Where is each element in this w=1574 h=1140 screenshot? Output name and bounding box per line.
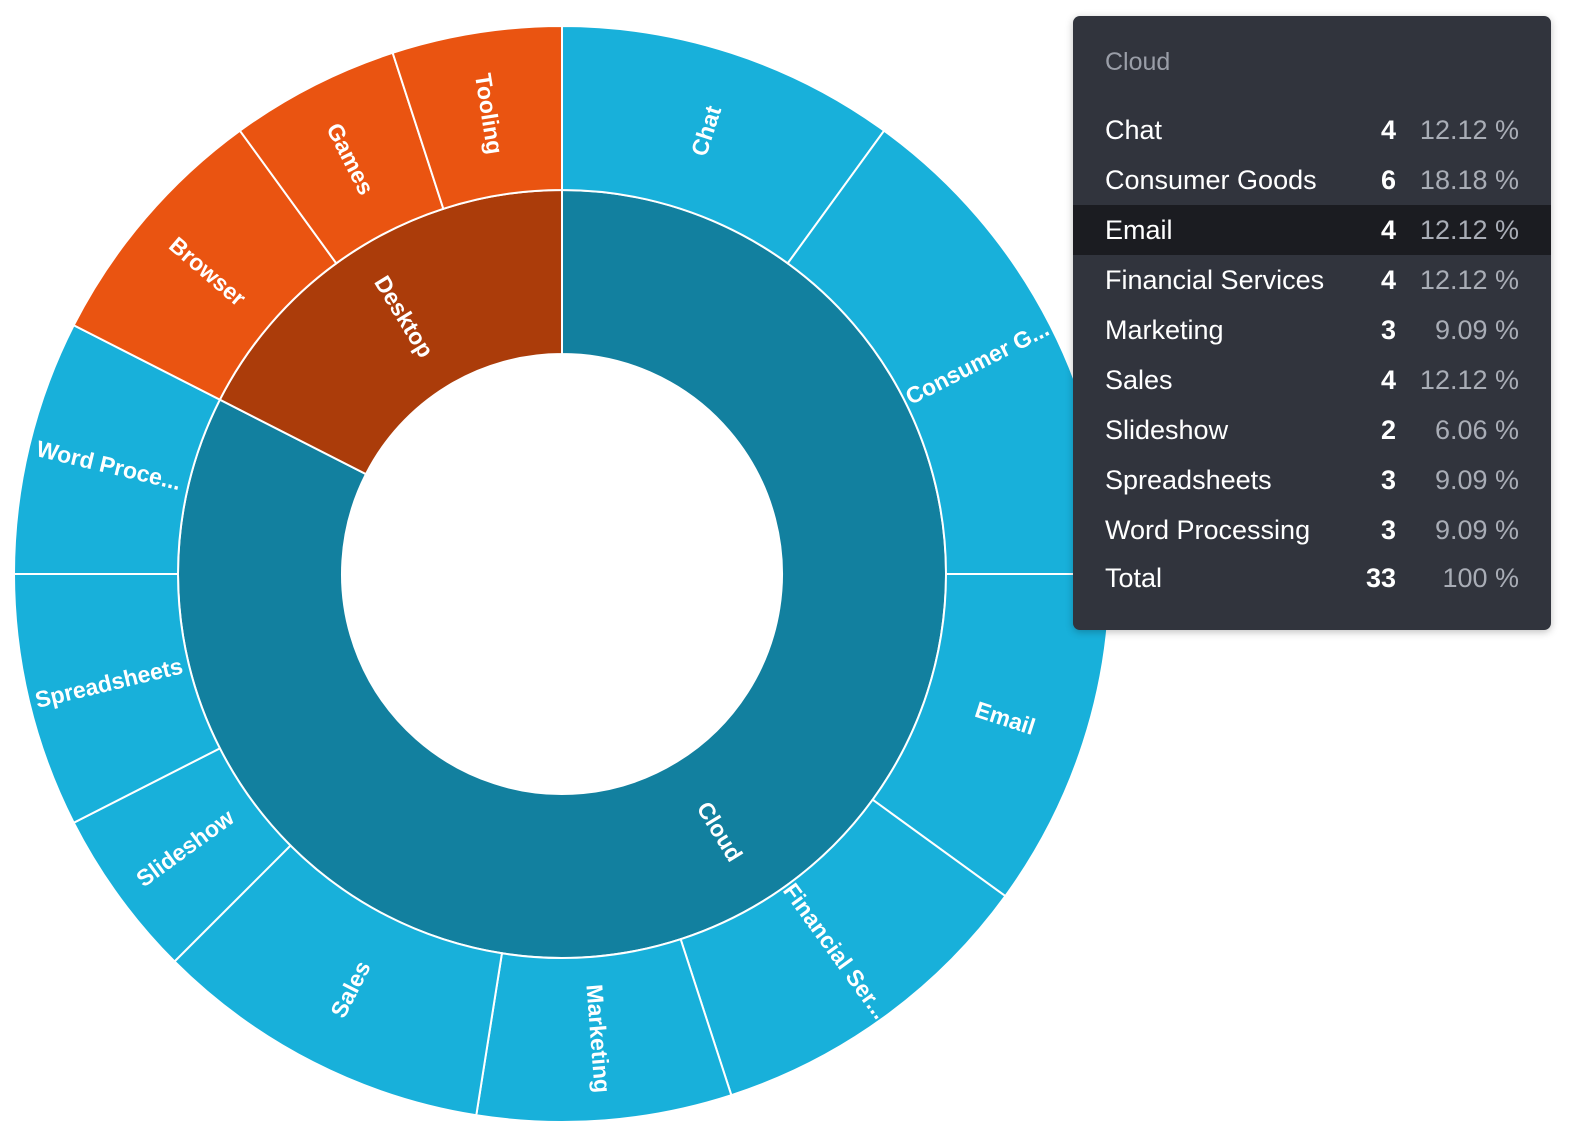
tooltip-row[interactable]: Word Processing 3 9.09 % [1073, 505, 1551, 555]
tooltip-row-count: 4 [1380, 264, 1396, 295]
tooltip-row-percent: 18.18 % [1419, 164, 1519, 195]
tooltip-row-label: Sales [1105, 364, 1173, 395]
tooltip-row[interactable]: Email 4 12.12 % [1073, 205, 1551, 255]
tooltip-row-percent: 9.09 % [1434, 314, 1519, 345]
tooltip-row-percent: 12.12 % [1419, 114, 1519, 145]
tooltip-row-count: 4 [1380, 364, 1396, 395]
tooltip-row-label: Consumer Goods [1105, 164, 1317, 195]
tooltip-row-count: 3 [1380, 314, 1396, 345]
tooltip-row-label: Marketing [1105, 314, 1224, 345]
tooltip-row-percent: 9.09 % [1434, 464, 1519, 495]
tooltip-row-label: Email [1105, 214, 1173, 245]
tooltip-row-percent: 12.12 % [1419, 364, 1519, 395]
tooltip-row-label: Financial Services [1105, 264, 1325, 295]
tooltip-title: Cloud [1105, 48, 1171, 76]
tooltip-row-count: 4 [1380, 214, 1396, 245]
tooltip-row[interactable]: Slideshow 2 6.06 % [1073, 405, 1551, 455]
tooltip-total-row: Total 33 100 % [1073, 553, 1551, 603]
tooltip: Cloud Chat 4 12.12 % Consumer Goods 6 18… [1073, 16, 1551, 630]
tooltip-row-percent: 12.12 % [1419, 264, 1519, 295]
tooltip-row-label: Word Processing [1105, 514, 1311, 545]
tooltip-total-percent: 100 % [1442, 562, 1519, 593]
tooltip-total-label: Total [1105, 562, 1163, 593]
tooltip-row-label: Slideshow [1105, 414, 1229, 445]
tooltip-row[interactable]: Sales 4 12.12 % [1073, 355, 1551, 405]
tooltip-row-count: 4 [1380, 114, 1396, 145]
tooltip-row-percent: 9.09 % [1434, 514, 1519, 545]
tooltip-row-count: 2 [1380, 414, 1396, 445]
tooltip-row[interactable]: Consumer Goods 6 18.18 % [1073, 155, 1551, 205]
tooltip-row-count: 6 [1380, 164, 1396, 195]
tooltip-row-label: Chat [1105, 114, 1163, 145]
tooltip-row[interactable]: Spreadsheets 3 9.09 % [1073, 455, 1551, 505]
tooltip-row-count: 3 [1380, 514, 1396, 545]
tooltip-row[interactable]: Chat 4 12.12 % [1073, 105, 1551, 155]
tooltip-row-percent: 12.12 % [1419, 214, 1519, 245]
tooltip-row-count: 3 [1380, 464, 1396, 495]
tooltip-total-count: 33 [1365, 562, 1396, 593]
tooltip-row[interactable]: Financial Services 4 12.12 % [1073, 255, 1551, 305]
slice-tooling[interactable] [391, 24, 563, 211]
tooltip-rows: Chat 4 12.12 % Consumer Goods 6 18.18 % … [1073, 105, 1551, 555]
tooltip-row[interactable]: Marketing 3 9.09 % [1073, 305, 1551, 355]
tooltip-row-label: Spreadsheets [1105, 464, 1272, 495]
tooltip-row-percent: 6.06 % [1434, 414, 1519, 445]
